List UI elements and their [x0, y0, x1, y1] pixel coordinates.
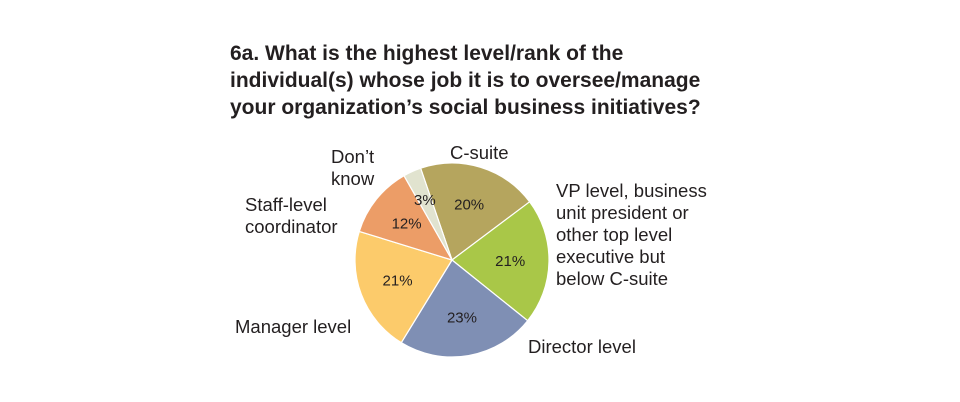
- slice-label-dont-know: Don’t know: [331, 146, 379, 189]
- chart-title: 6a. What is the highest level/rank of th…: [230, 42, 701, 119]
- pie-percent-label-c-suite: 20%: [454, 196, 484, 213]
- slice-label-director-level-line-1: Director level: [528, 336, 636, 357]
- pie-slice-c-suite: [419, 162, 531, 261]
- pie-percent-label-vp-level-business-unit-president-or-other-top-level-executive-but-below-c-suite: 21%: [495, 253, 525, 270]
- pie-slice-manager-level: [354, 230, 453, 344]
- slice-label-vp-level-line-3: other top level: [556, 224, 672, 245]
- slice-label-vp-level-line-5: below C-suite: [556, 268, 668, 289]
- chart-title-line-3: your organization’s social business init…: [230, 96, 701, 119]
- pie-category-labels: C-suite VP level, business unit presiden…: [235, 142, 712, 357]
- slice-label-c-suite-line-1: C-suite: [450, 142, 509, 163]
- chart-title-line-2: individual(s) whose job it is to oversee…: [230, 69, 700, 92]
- slice-label-c-suite: C-suite: [450, 142, 509, 163]
- pie-slice-don-t-know: [403, 167, 453, 261]
- slice-label-staff-level-line-1: Staff-level: [245, 194, 327, 215]
- pie-percent-label-don-t-know: 3%: [414, 192, 436, 209]
- slice-label-dont-know-line-1: Don’t: [331, 146, 374, 167]
- slice-label-dont-know-line-2: know: [331, 168, 375, 189]
- pie-slice-vp-level-business-unit-president-or-other-top-level-executive-but-below-c-suite: [451, 200, 550, 322]
- pie-percent-label-staff-level-coordinator: 12%: [392, 216, 422, 233]
- pie-slice-staff-level-coordinator: [358, 174, 454, 262]
- pie-slices: [354, 162, 550, 358]
- slice-label-manager-level: Manager level: [235, 316, 351, 337]
- slice-label-vp-level-line-1: VP level, business: [556, 180, 707, 201]
- chart-title-line-1: 6a. What is the highest level/rank of th…: [230, 42, 623, 65]
- slice-label-staff-level-line-2: coordinator: [245, 216, 338, 237]
- slice-label-staff-level: Staff-level coordinator: [245, 194, 338, 237]
- pie-percent-label-director-level: 23%: [447, 309, 477, 326]
- slice-label-vp-level-line-4: executive but: [556, 246, 665, 267]
- pie-percent-label-manager-level: 21%: [383, 273, 413, 290]
- slice-label-vp-level-line-2: unit president or: [556, 202, 689, 223]
- slice-label-manager-level-line-1: Manager level: [235, 316, 351, 337]
- pie-percent-labels: 20% 21% 23% 21% 12% 3%: [383, 192, 526, 326]
- slice-label-director-level: Director level: [528, 336, 636, 357]
- pie-slice-director-level: [400, 259, 529, 358]
- slice-label-vp-level: VP level, business unit president or oth…: [556, 180, 712, 289]
